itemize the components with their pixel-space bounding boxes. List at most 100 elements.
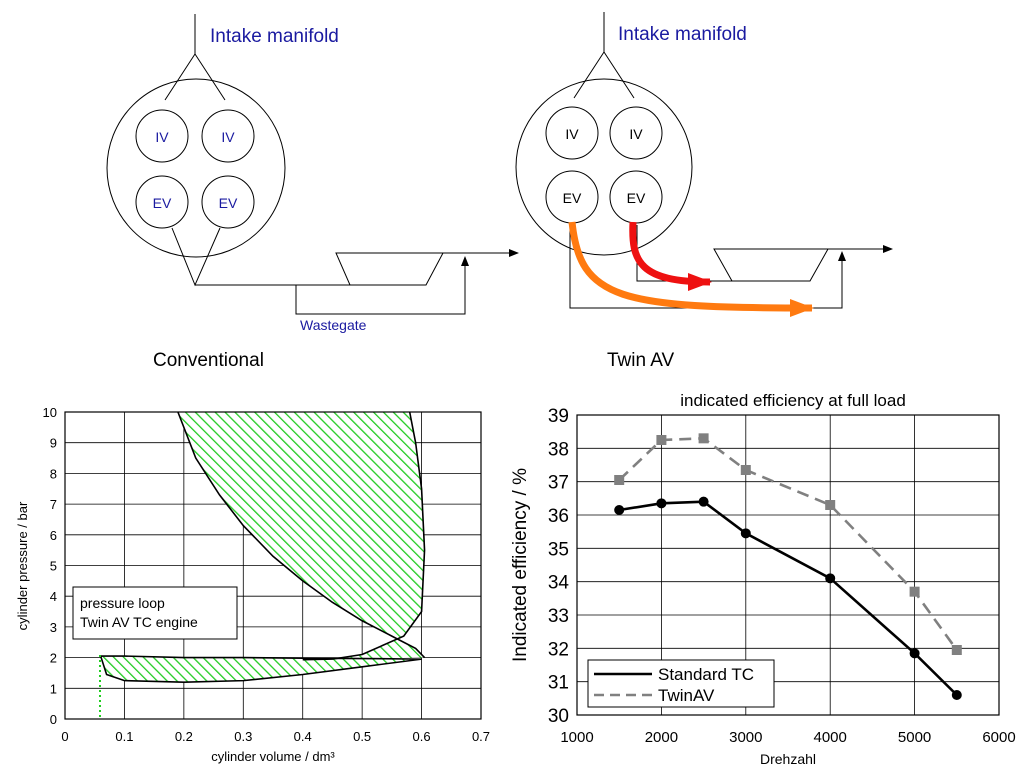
legend-label-twinav: TwinAV — [658, 686, 715, 705]
eff-x-tick-label: 6000 — [982, 729, 1015, 746]
conventional-diagram — [106, 14, 519, 315]
data-point-standard-tc — [740, 528, 751, 539]
pv-curve-gas-exchange — [99, 655, 422, 683]
data-point-twinav — [909, 586, 920, 597]
eff-y-tick-label: 31 — [548, 673, 569, 694]
orange-flow-arrow — [568, 221, 814, 317]
pv-x-tick-label: 0.5 — [353, 729, 371, 744]
caption-conventional: Conventional — [153, 350, 264, 371]
valve-label: EV — [563, 190, 582, 206]
intake-valve-2 — [201, 109, 255, 163]
pv-y-tick-label: 6 — [50, 528, 57, 543]
pv-y-tick-label: 4 — [50, 589, 57, 604]
series-line-twinav — [618, 437, 958, 651]
eff-x-ticks: 1000 2000 3000 4000 5000 6000 — [560, 729, 1015, 746]
pv-y-tick-label: 7 — [50, 497, 57, 512]
pv-legend-box — [72, 586, 238, 640]
eff-y-axis-label: Indicated efficiency / % — [510, 468, 531, 662]
valve-label: IV — [221, 129, 235, 145]
pv-hatch-upper — [177, 412, 425, 660]
eff-y-tick-label: 36 — [548, 506, 569, 527]
pv-x-tick-label: 0.4 — [294, 729, 312, 744]
pv-legend-line-1: pressure loop — [80, 595, 165, 611]
twinav-diagram — [515, 12, 893, 309]
eff-y-tick-label: 35 — [548, 539, 569, 560]
bypass-line — [569, 225, 846, 309]
turbine-shape — [335, 252, 444, 286]
wastegate-line — [295, 256, 469, 315]
pv-x-tick-label: 0.1 — [115, 729, 133, 744]
pv-legend-line-2: Twin AV TC engine — [80, 614, 198, 630]
valve-label: IV — [155, 129, 169, 145]
pv-curves — [99, 411, 426, 683]
pv-hatch-lower — [100, 656, 422, 683]
data-point-standard-tc — [656, 498, 667, 509]
data-point-twinav — [740, 465, 751, 475]
eff-y-tick-label: 30 — [548, 706, 569, 727]
intake-branch — [573, 51, 635, 99]
pv-x-axis-label: cylinder volume / dm³ — [211, 749, 335, 764]
valve-label: EV — [219, 195, 238, 211]
pv-y-tick-label: 2 — [50, 651, 57, 666]
data-point-twinav — [656, 435, 667, 445]
data-point-twinav — [698, 433, 709, 444]
caption-twinav: Twin AV — [607, 350, 675, 371]
eff-plot-frame — [576, 414, 1000, 716]
eff-y-ticks: 30 31 32 33 34 35 36 37 38 39 — [548, 406, 570, 727]
pv-hatched-area — [100, 412, 425, 683]
pv-y-tick-label: 9 — [50, 436, 57, 451]
pv-y-tick-label: 1 — [50, 681, 57, 696]
efficiency-chart: indicated efficiency at full load 1000 20… — [510, 391, 1016, 767]
eff-x-axis-label: Drehzahl — [760, 751, 816, 767]
valve-label: IV — [629, 126, 643, 142]
intake-valve-1 — [135, 109, 189, 163]
data-point-standard-tc — [825, 573, 836, 584]
pv-x-tick-label: 0.6 — [413, 729, 431, 744]
data-point-standard-tc — [698, 496, 709, 507]
pv-curve-compression — [302, 411, 426, 661]
eff-series — [614, 433, 962, 700]
eff-x-tick-label: 1000 — [560, 729, 593, 746]
eff-legend-box — [587, 659, 775, 708]
cylinder-outline — [515, 78, 693, 256]
exhaust-valve-1 — [135, 175, 189, 229]
pv-y-tick-label: 3 — [50, 620, 57, 635]
eff-y-tick-label: 34 — [548, 573, 570, 594]
red-flow-arrow — [629, 221, 712, 291]
valve-label: EV — [627, 190, 646, 206]
eff-y-tick-label: 33 — [548, 606, 569, 627]
eff-x-tick-label: 5000 — [898, 729, 931, 746]
pv-curve-expansion — [177, 411, 426, 659]
cylinder-outline — [106, 78, 286, 258]
intake-valve-1 — [545, 106, 599, 160]
pv-y-tick-label: 0 — [50, 712, 57, 727]
pv-x-tick-label: 0.7 — [472, 729, 490, 744]
legend-label-standard-tc: Standard TC — [658, 665, 754, 684]
data-point-twinav — [951, 645, 962, 655]
data-point-standard-tc — [951, 690, 962, 700]
exhaust-valve-2 — [201, 175, 255, 229]
intake-branch — [164, 53, 226, 101]
pv-plot-frame — [64, 411, 482, 720]
pv-x-tick-label: 0.2 — [175, 729, 193, 744]
eff-x-tick-label: 4000 — [814, 729, 847, 746]
data-point-twinav — [825, 500, 836, 510]
data-point-standard-tc — [614, 505, 625, 515]
intake-label-twinav: Intake manifold — [618, 24, 747, 45]
pressure-loop-chart: 0 0.1 0.2 0.3 0.4 0.5 0.6 0.7 0 1 2 3 4 5 6 7 8 9 10 pres… — [15, 405, 490, 764]
intake-valve-2 — [609, 106, 663, 160]
eff-y-tick-label: 37 — [548, 473, 569, 494]
pv-y-tick-label: 5 — [50, 559, 57, 574]
wastegate-label: Wastegate — [300, 317, 367, 333]
valve-label: EV — [153, 195, 172, 211]
eff-chart-title: indicated efficiency at full load — [680, 391, 906, 410]
pv-x-tick-label: 0.3 — [234, 729, 252, 744]
eff-x-tick-label: 2000 — [645, 729, 678, 746]
pv-x-ticks: 0 0.1 0.2 0.3 0.4 0.5 0.6 0.7 — [61, 729, 490, 744]
pv-y-ticks: 0 1 2 3 4 5 6 7 8 9 10 — [43, 405, 57, 727]
pv-x-tick-label: 0 — [61, 729, 68, 744]
eff-y-tick-label: 39 — [548, 406, 569, 427]
eff-y-tick-label: 38 — [548, 439, 569, 460]
data-point-twinav — [614, 475, 625, 485]
